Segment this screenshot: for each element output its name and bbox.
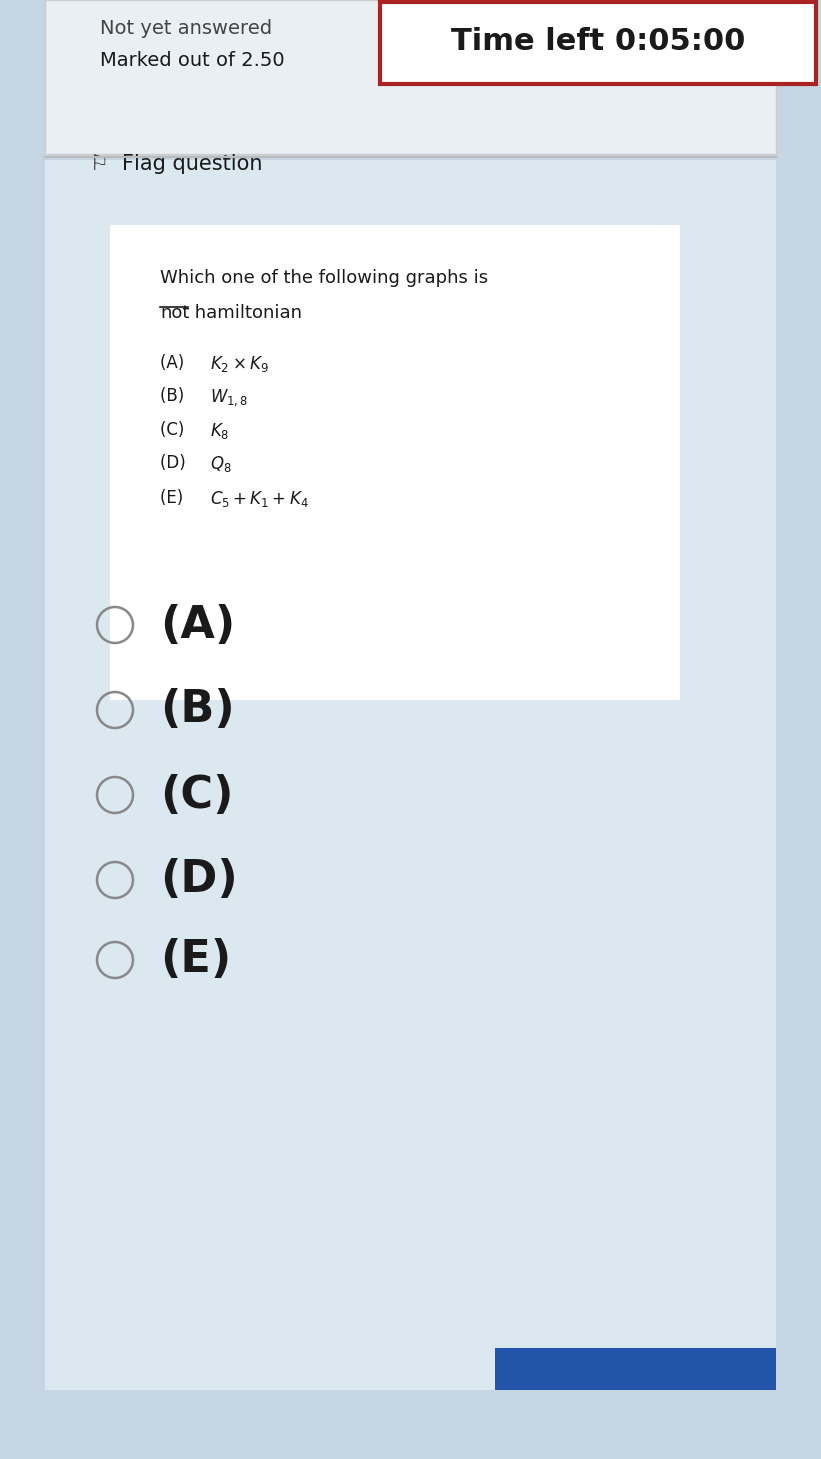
Text: not: not [160,303,190,322]
Text: $Q_8$: $Q_8$ [210,454,232,474]
Text: (E): (E) [160,489,194,506]
FancyBboxPatch shape [110,225,680,700]
Text: Not yet answered: Not yet answered [100,19,272,38]
Text: Which one of the following graphs is: Which one of the following graphs is [160,268,488,287]
Text: (B): (B) [160,689,235,731]
Text: (B): (B) [160,387,195,406]
FancyBboxPatch shape [45,160,776,1390]
Text: (D): (D) [160,454,196,473]
Text: $K_2 \times K_9$: $K_2 \times K_9$ [210,355,268,374]
Text: Marked out of 2.50: Marked out of 2.50 [100,51,285,70]
Text: $W_{1,8}$: $W_{1,8}$ [210,387,248,407]
FancyBboxPatch shape [45,0,776,155]
Text: (A): (A) [160,604,236,646]
Text: $K_8$: $K_8$ [210,422,229,441]
FancyBboxPatch shape [495,1348,776,1390]
Text: (D): (D) [160,858,238,902]
Text: Time left 0:05:00: Time left 0:05:00 [451,26,745,55]
Text: (C): (C) [160,773,233,817]
Text: (A): (A) [160,355,195,372]
Text: hamiltonian: hamiltonian [189,303,302,322]
Text: (E): (E) [160,938,232,982]
Text: ⚐  Flag question: ⚐ Flag question [90,155,263,174]
FancyBboxPatch shape [380,1,816,85]
Text: (C): (C) [160,422,195,439]
Text: $C_5 + K_1 + K_4$: $C_5 + K_1 + K_4$ [210,489,309,509]
